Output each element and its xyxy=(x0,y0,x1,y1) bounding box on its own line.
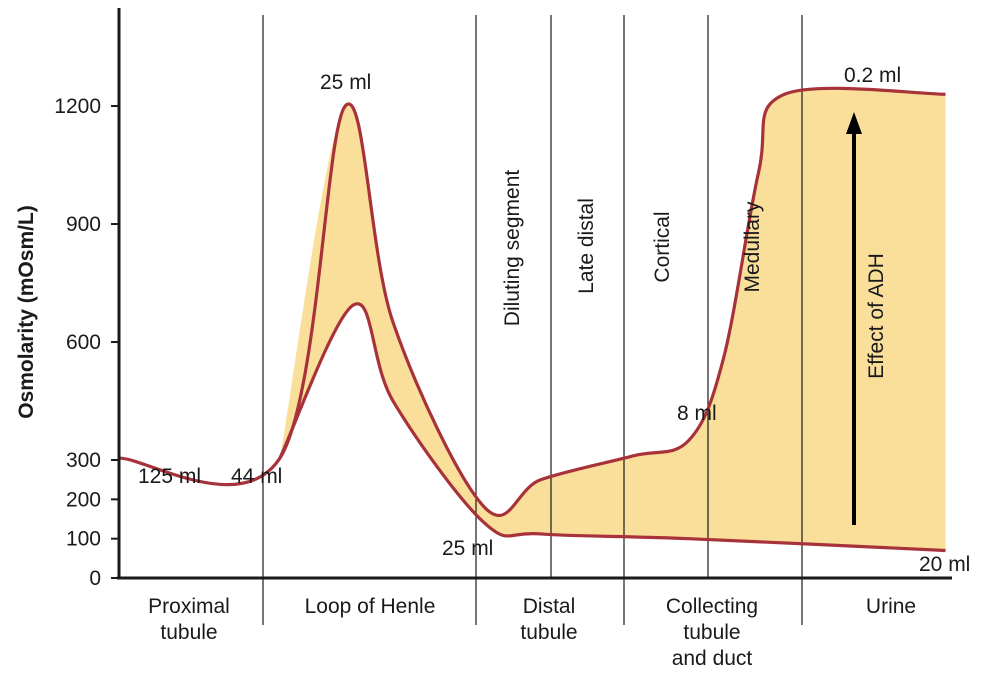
subsegment-label-medullary: Medullary xyxy=(741,201,764,293)
subsegment-label-cortical: Cortical xyxy=(651,211,674,282)
y-tick-label-0: 0 xyxy=(89,567,101,590)
annotation-0-2ml: 0.2 ml xyxy=(844,64,901,87)
y-axis-title: Osmolarity (mOsm/L) xyxy=(15,205,38,419)
annotation-25ml-loop: 25 ml xyxy=(320,71,371,94)
lower-osmolarity-curve xyxy=(278,302,946,553)
y-tick-label-900: 900 xyxy=(66,213,101,236)
upper-osmolarity-curve xyxy=(118,86,946,517)
annotation-8ml: 8 ml xyxy=(677,402,717,425)
segment-label-collecting-tubule: Collecting tubule and duct xyxy=(666,595,758,670)
y-axis-ticks: 0 100 200 300 600 900 1200 xyxy=(54,95,119,590)
volume-annotations: 125 ml 44 ml 25 ml 25 ml 8 ml 0.2 ml 20 … xyxy=(138,64,970,576)
y-tick-label-600: 600 xyxy=(66,331,101,354)
subsegment-label-diluting: Diluting segment xyxy=(501,170,524,327)
y-tick-label-200: 200 xyxy=(66,488,101,511)
subsegment-labels: Diluting segment Late distal Cortical Me… xyxy=(501,170,764,327)
annotation-20ml: 20 ml xyxy=(919,553,970,576)
adh-arrow-head xyxy=(846,112,862,134)
osmolarity-range-fill xyxy=(279,88,946,551)
y-tick-label-300: 300 xyxy=(66,449,101,472)
segment-labels: Proximal tubule Loop of Henle Distal tubul… xyxy=(148,595,916,670)
subsegment-label-late-distal: Late distal xyxy=(575,198,598,294)
segment-label-proximal-tubule: Proximal tubule xyxy=(148,595,230,644)
segment-label-distal-tubule: Distal tubule xyxy=(520,595,577,644)
y-tick-label-1200: 1200 xyxy=(54,95,101,118)
segment-label-urine: Urine xyxy=(866,595,916,618)
adh-effect-label: Effect of ADH xyxy=(865,253,888,379)
osmolarity-fill-area xyxy=(279,88,946,551)
annotation-44ml: 44 ml xyxy=(231,465,282,488)
y-tick-label-100: 100 xyxy=(66,528,101,551)
annotation-125ml: 125 ml xyxy=(138,465,201,488)
adh-effect-arrow: Effect of ADH xyxy=(846,112,888,525)
osmolarity-curves xyxy=(118,86,946,553)
segment-separators xyxy=(262,15,803,625)
segment-label-loop-of-henle: Loop of Henle xyxy=(305,595,436,618)
annotation-25ml-distal: 25 ml xyxy=(442,537,493,560)
